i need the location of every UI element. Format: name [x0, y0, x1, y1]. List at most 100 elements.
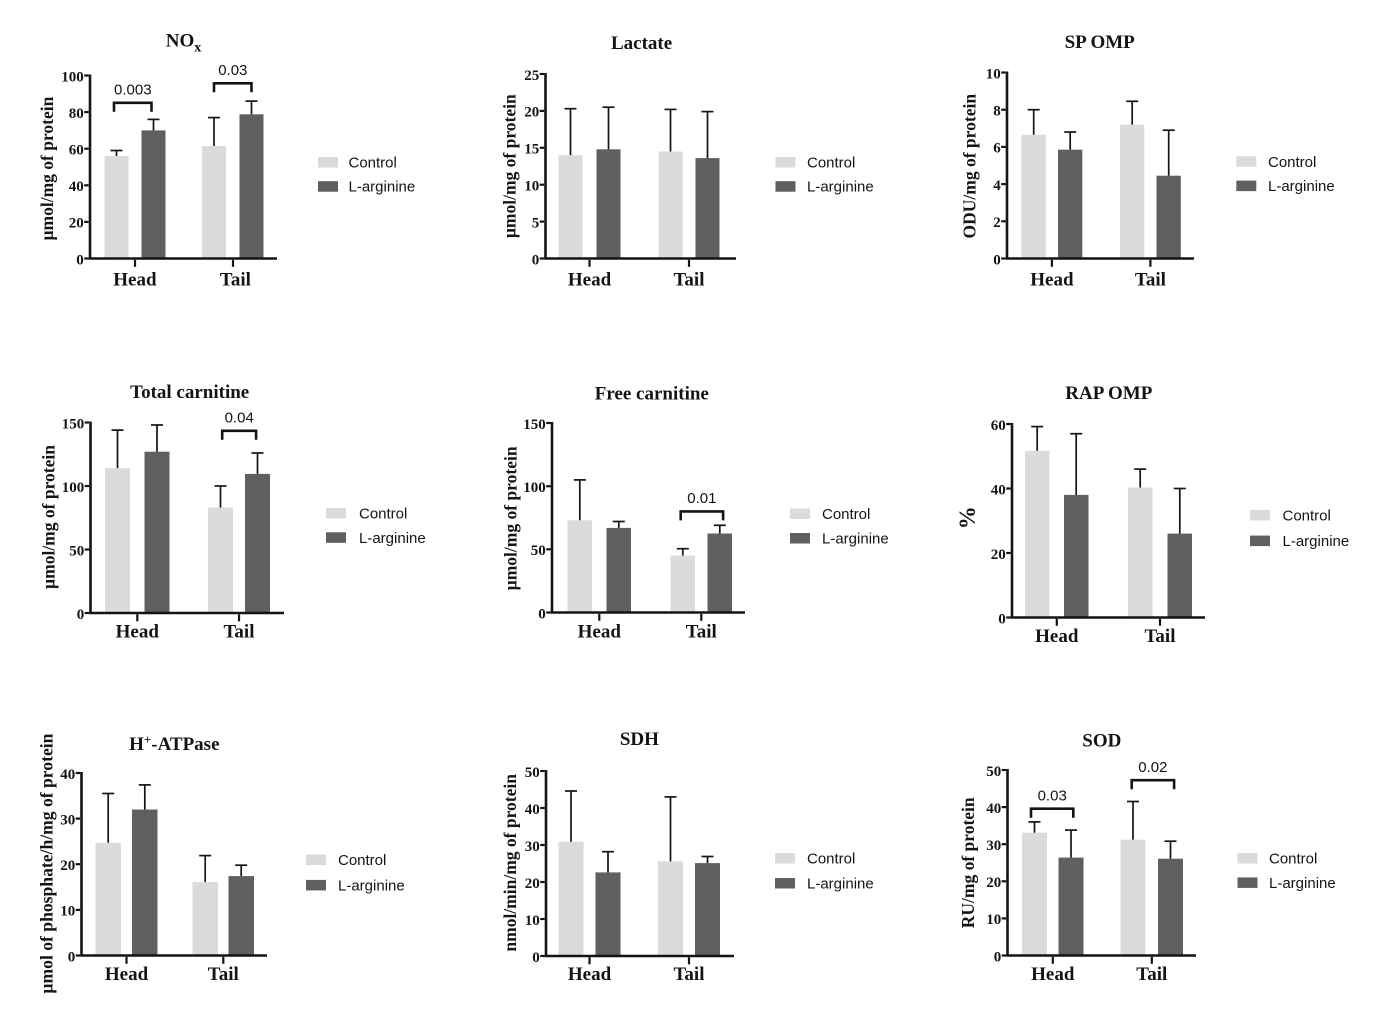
- svg-text:Head: Head: [1030, 270, 1074, 291]
- svg-text:40: 40: [991, 482, 1006, 498]
- svg-text:Control: Control: [807, 851, 855, 868]
- svg-text:10: 10: [60, 904, 75, 920]
- svg-text:60: 60: [991, 418, 1006, 434]
- svg-text:Tail: Tail: [208, 964, 239, 985]
- svg-text:0: 0: [77, 607, 85, 623]
- svg-text:40: 40: [69, 179, 84, 195]
- svg-text:L-arginine: L-arginine: [349, 179, 416, 196]
- svg-text:100: 100: [62, 480, 85, 496]
- svg-text:20: 20: [991, 547, 1006, 563]
- svg-text:Tail: Tail: [1135, 270, 1166, 291]
- svg-text:6: 6: [993, 141, 1001, 157]
- svg-text:0: 0: [993, 252, 1001, 268]
- svg-text:µmol/mg of protein: µmol/mg of protein: [500, 446, 520, 590]
- svg-text:100: 100: [61, 69, 84, 85]
- svg-text:20: 20: [60, 858, 75, 874]
- svg-text:µmol of phosphate/h/mg of prot: µmol of phosphate/h/mg of protein: [36, 733, 56, 993]
- svg-text:L-arginine: L-arginine: [1268, 178, 1335, 195]
- svg-text:Head: Head: [1035, 626, 1079, 647]
- svg-text:20: 20: [69, 216, 84, 232]
- svg-text:0.03: 0.03: [218, 62, 247, 79]
- svg-text:Control: Control: [1269, 851, 1317, 868]
- svg-text:10: 10: [524, 179, 539, 195]
- svg-text:0: 0: [998, 611, 1006, 627]
- svg-text:60: 60: [69, 143, 84, 159]
- svg-text:Tail: Tail: [1136, 964, 1167, 985]
- svg-text:Head: Head: [116, 622, 160, 643]
- svg-text:L-arginine: L-arginine: [1283, 533, 1350, 550]
- svg-text:Control: Control: [822, 506, 870, 523]
- svg-text:30: 30: [60, 812, 75, 828]
- svg-text:0.03: 0.03: [1038, 787, 1067, 804]
- svg-text:10: 10: [525, 913, 540, 929]
- svg-text:Free carnitine: Free carnitine: [595, 384, 709, 405]
- svg-text:Control: Control: [1268, 154, 1316, 171]
- svg-text:80: 80: [69, 106, 84, 122]
- svg-text:0: 0: [532, 252, 540, 268]
- svg-text:nmol/min/mg of protein: nmol/min/mg of protein: [500, 774, 520, 952]
- svg-text:0: 0: [68, 949, 76, 965]
- svg-text:L-arginine: L-arginine: [822, 531, 889, 548]
- svg-text:Control: Control: [807, 155, 855, 172]
- svg-text:Head: Head: [113, 270, 157, 291]
- svg-text:Tail: Tail: [1145, 626, 1176, 647]
- svg-text:10: 10: [986, 912, 1001, 928]
- svg-text:30: 30: [525, 839, 540, 855]
- svg-text:0: 0: [538, 606, 546, 622]
- svg-text:5: 5: [532, 215, 540, 231]
- svg-text:30: 30: [986, 838, 1001, 854]
- svg-text:25: 25: [524, 68, 539, 84]
- svg-text:L-arginine: L-arginine: [1269, 875, 1336, 892]
- svg-text:Head: Head: [578, 622, 622, 643]
- svg-text:Head: Head: [105, 964, 149, 985]
- svg-text:0.02: 0.02: [1138, 759, 1167, 776]
- svg-text:15: 15: [524, 142, 539, 158]
- svg-text:10: 10: [986, 66, 1001, 82]
- svg-text:Tail: Tail: [224, 622, 255, 643]
- svg-text:SP OMP: SP OMP: [1065, 32, 1136, 53]
- svg-text:µmol/mg of protein: µmol/mg of protein: [37, 96, 57, 240]
- svg-text:Head: Head: [1031, 964, 1075, 985]
- svg-text:50: 50: [531, 543, 546, 559]
- svg-text:RAP OMP: RAP OMP: [1065, 383, 1152, 404]
- svg-text:ODU/mg of protein: ODU/mg of protein: [959, 94, 979, 239]
- svg-text:0.04: 0.04: [225, 410, 254, 427]
- svg-text:Total carnitine: Total carnitine: [130, 382, 249, 403]
- svg-text:150: 150: [62, 416, 85, 432]
- svg-text:40: 40: [525, 802, 540, 818]
- svg-text:Tail: Tail: [220, 270, 251, 291]
- svg-text:40: 40: [60, 767, 75, 783]
- svg-text:Tail: Tail: [686, 622, 717, 643]
- svg-text:50: 50: [986, 764, 1001, 780]
- svg-text:L-arginine: L-arginine: [807, 876, 874, 893]
- svg-text:Lactate: Lactate: [611, 33, 672, 54]
- svg-text:RU/mg of protein: RU/mg of protein: [958, 797, 978, 928]
- svg-text:Control: Control: [359, 506, 407, 523]
- svg-text:%: %: [955, 506, 980, 529]
- svg-text:50: 50: [525, 765, 540, 781]
- svg-text:40: 40: [986, 801, 1001, 817]
- svg-text:SDH: SDH: [620, 729, 659, 750]
- svg-text:20: 20: [524, 105, 539, 121]
- svg-text:8: 8: [993, 104, 1001, 120]
- svg-text:0: 0: [532, 950, 540, 966]
- svg-text:2: 2: [993, 215, 1001, 231]
- svg-text:20: 20: [525, 876, 540, 892]
- svg-text:Control: Control: [338, 852, 386, 869]
- svg-text:Tail: Tail: [674, 964, 705, 985]
- svg-text:20: 20: [986, 875, 1001, 891]
- svg-text:4: 4: [993, 178, 1001, 194]
- svg-text:L-arginine: L-arginine: [338, 877, 405, 894]
- svg-text:0.003: 0.003: [114, 82, 152, 99]
- svg-text:µmol/mg of protein: µmol/mg of protein: [499, 94, 519, 238]
- svg-text:0: 0: [76, 252, 84, 268]
- svg-text:Control: Control: [1283, 508, 1331, 525]
- svg-text:50: 50: [69, 543, 84, 559]
- svg-text:0: 0: [994, 949, 1002, 965]
- svg-text:Head: Head: [568, 270, 612, 291]
- svg-text:150: 150: [523, 417, 546, 433]
- svg-text:100: 100: [523, 480, 546, 496]
- svg-text:H+-ATPase: H+-ATPase: [129, 732, 219, 755]
- svg-text:µmol/mg of protein: µmol/mg of protein: [38, 445, 58, 589]
- svg-text:L-arginine: L-arginine: [359, 530, 426, 547]
